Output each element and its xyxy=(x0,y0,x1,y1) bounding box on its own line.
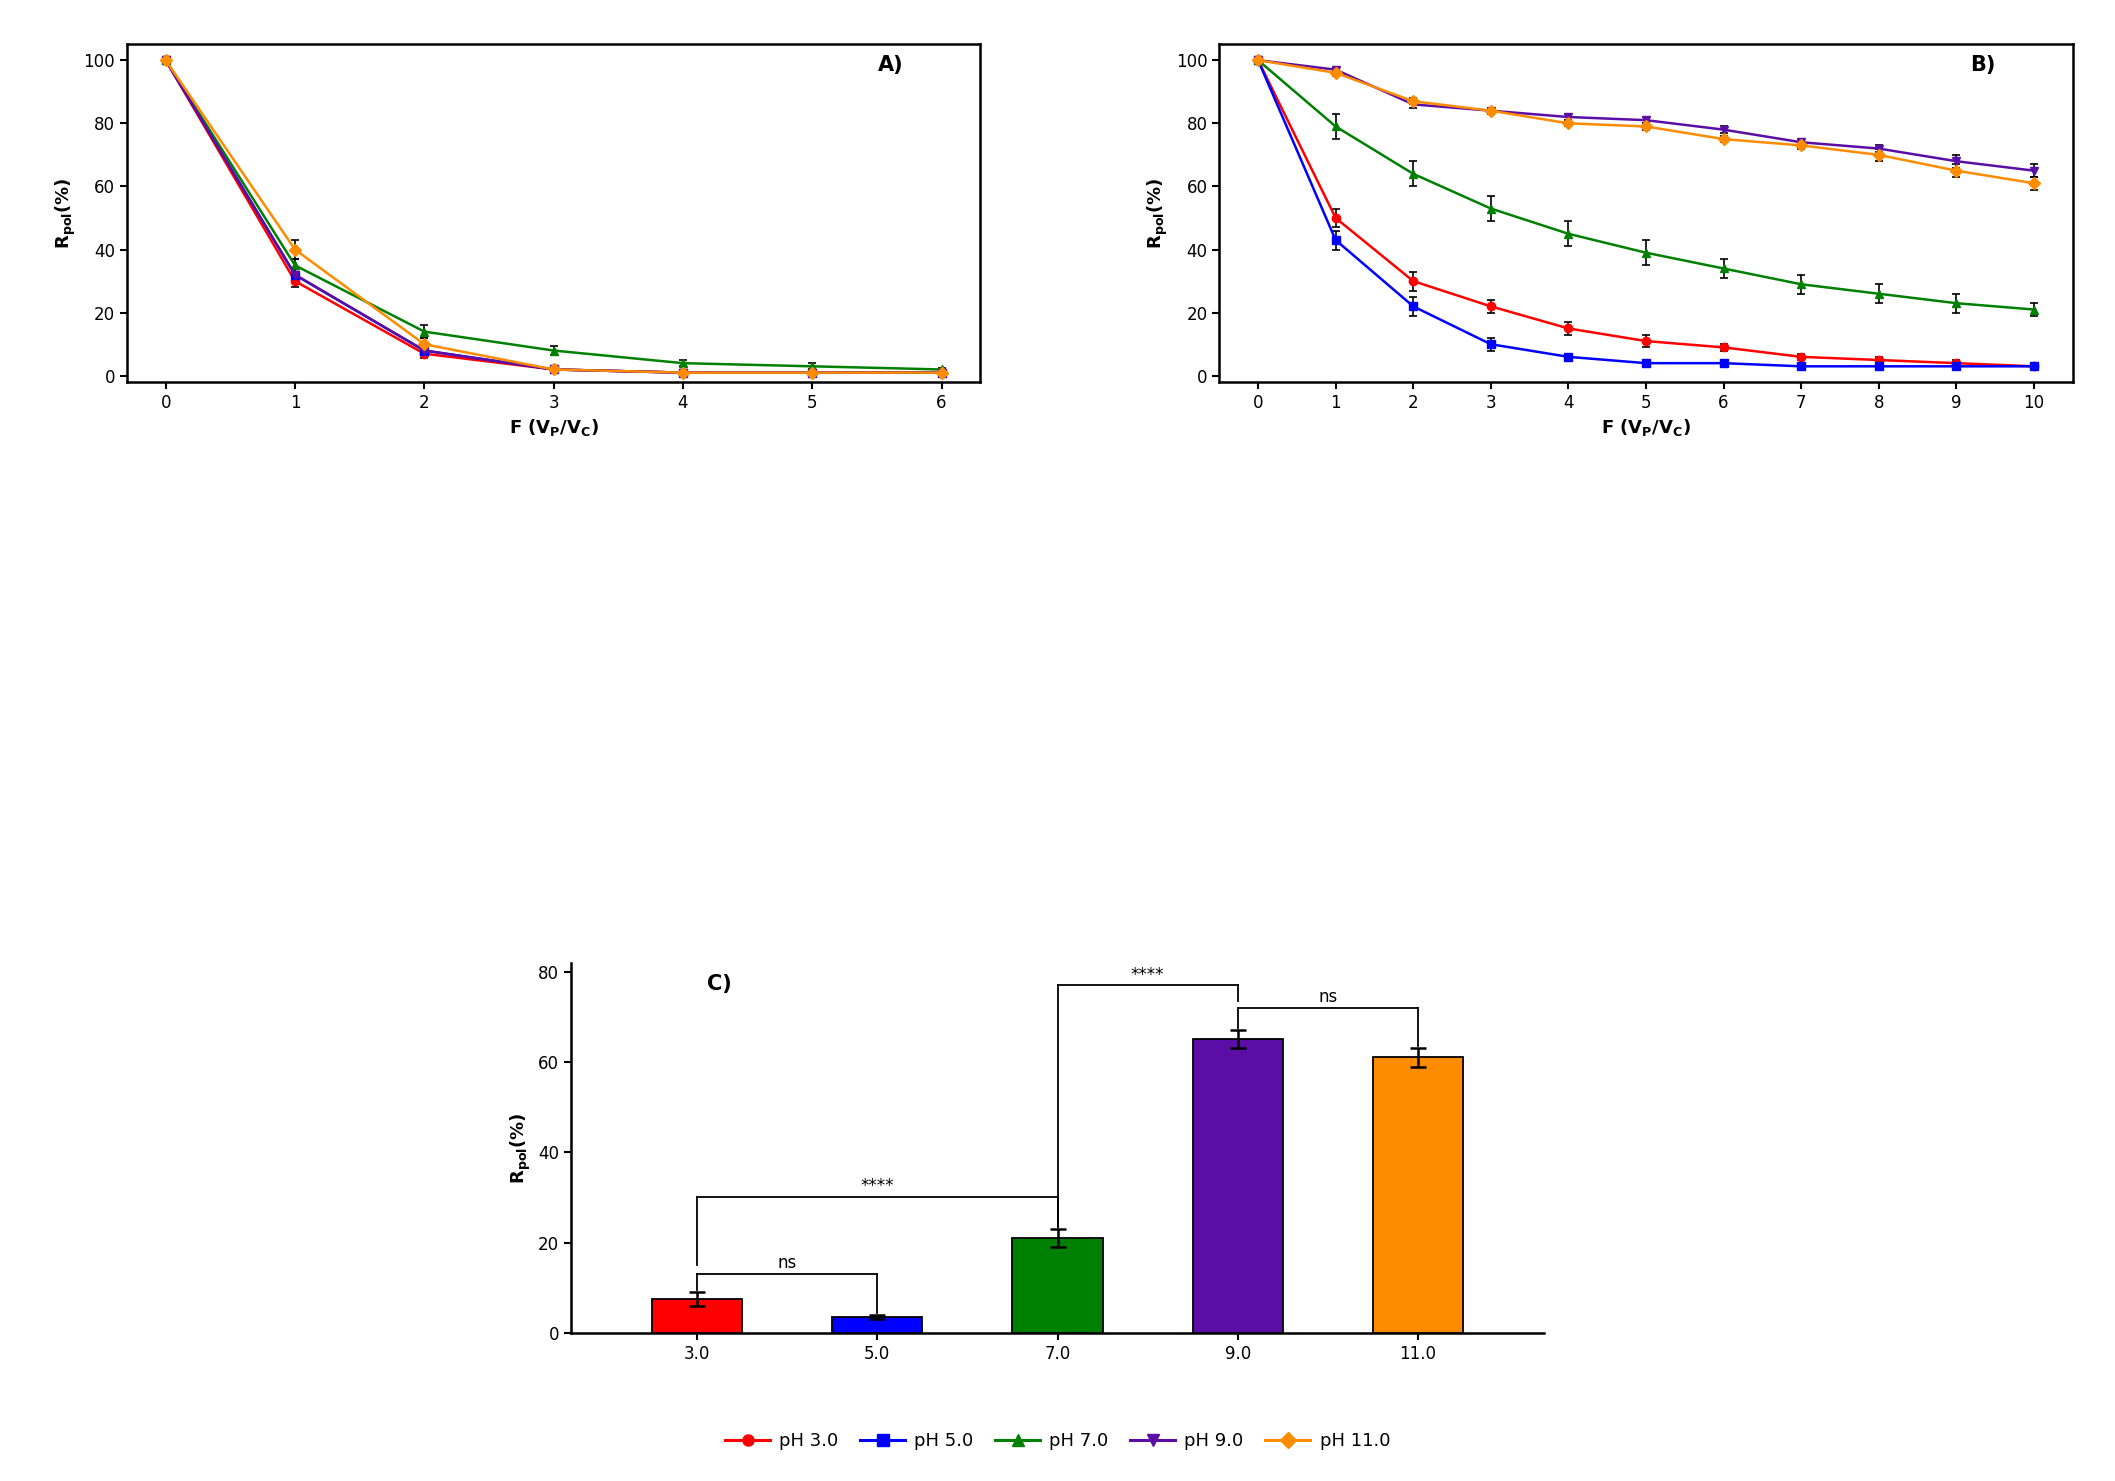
Bar xyxy=(1373,1057,1464,1333)
Text: A): A) xyxy=(878,55,903,74)
Bar xyxy=(1193,1040,1282,1333)
Bar xyxy=(833,1317,922,1333)
Text: ****: **** xyxy=(1132,966,1165,983)
Y-axis label: R$_\mathbf{pol}$(%): R$_\mathbf{pol}$(%) xyxy=(508,1112,533,1183)
X-axis label: F (V$_\mathbf{P}$/V$_\mathbf{C}$): F (V$_\mathbf{P}$/V$_\mathbf{C}$) xyxy=(510,418,599,438)
X-axis label: F (V$_\mathbf{P}$/V$_\mathbf{C}$): F (V$_\mathbf{P}$/V$_\mathbf{C}$) xyxy=(1601,418,1690,438)
Legend: pH 3.0, pH 5.0, pH 7.0, pH 9.0, pH 11.0: pH 3.0, pH 5.0, pH 7.0, pH 9.0, pH 11.0 xyxy=(717,1425,1398,1457)
Bar xyxy=(1013,1238,1102,1333)
Bar xyxy=(651,1299,742,1333)
Y-axis label: R$_\mathbf{pol}$(%): R$_\mathbf{pol}$(%) xyxy=(1146,178,1170,249)
Text: B): B) xyxy=(1971,55,1997,74)
Text: ****: **** xyxy=(861,1177,895,1195)
Text: ns: ns xyxy=(1318,988,1337,1006)
Text: ns: ns xyxy=(778,1254,797,1272)
Text: C): C) xyxy=(706,974,732,994)
Y-axis label: R$_\mathbf{pol}$(%): R$_\mathbf{pol}$(%) xyxy=(53,178,78,249)
